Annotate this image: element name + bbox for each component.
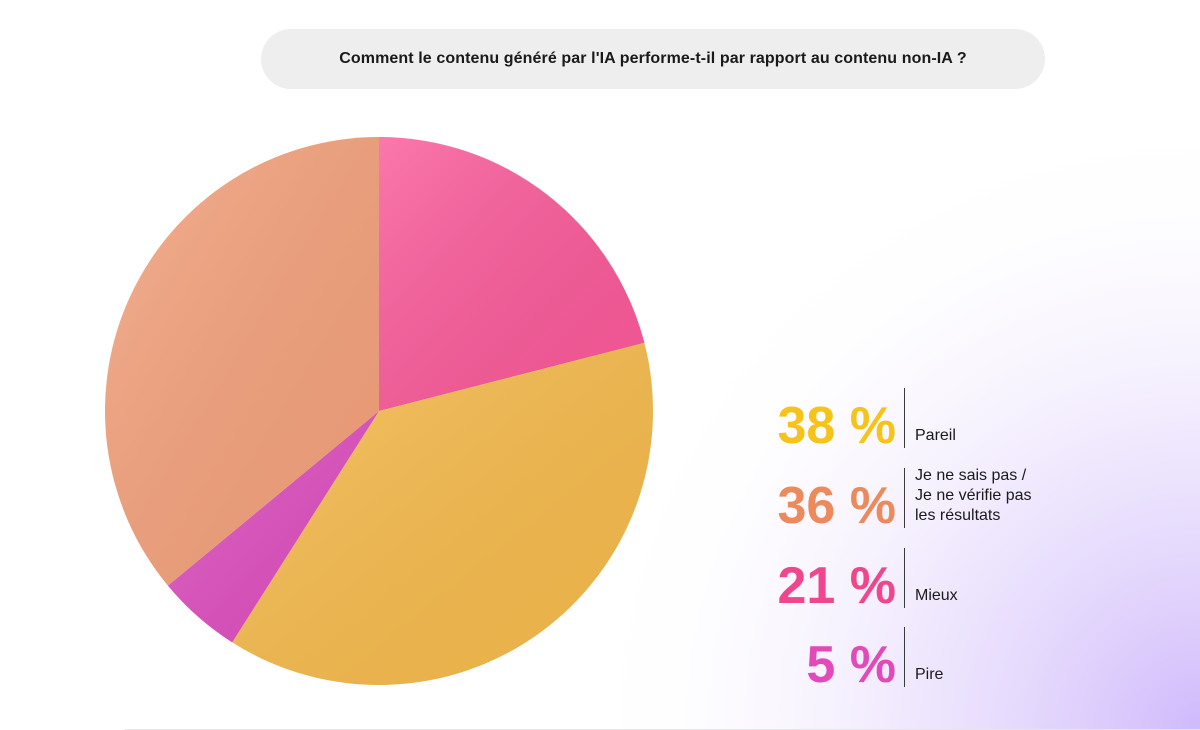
legend-percent: 5 % [806, 636, 896, 694]
pie-slice-shading [105, 137, 379, 586]
legend: 38 % Pareil 36 % Je ne sais pas / Je ne … [740, 0, 1120, 730]
legend-percent: 38 % [777, 397, 896, 455]
legend-percent: 36 % [777, 477, 896, 535]
legend-divider [904, 388, 905, 448]
pie-slice-shading [379, 137, 645, 411]
legend-divider [904, 548, 905, 608]
pie-slice-shading [232, 342, 653, 686]
legend-divider [904, 468, 905, 528]
title-pill: Comment le contenu généré par l'IA perfo… [261, 29, 1045, 89]
legend-percent: 21 % [777, 557, 896, 615]
legend-label: Je ne sais pas / Je ne vérifie pas les r… [915, 467, 1032, 524]
legend-divider [904, 627, 905, 687]
legend-item-pareil: 38 % Pareil [740, 388, 1120, 452]
legend-label: Pareil [915, 427, 956, 444]
pie-slice-shading [167, 411, 379, 643]
chart-title: Comment le contenu généré par l'IA perfo… [339, 50, 967, 67]
legend-item-mieux: 21 % Mieux [740, 548, 1120, 612]
legend-label: Pire [915, 666, 944, 683]
legend-label: Mieux [915, 587, 958, 604]
legend-item-je-ne-sais-pas: 36 % Je ne sais pas / Je ne vérifie pas … [740, 467, 1120, 532]
legend-item-pire: 5 % Pire [740, 627, 1120, 691]
